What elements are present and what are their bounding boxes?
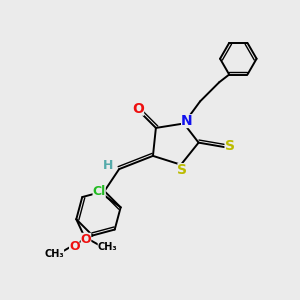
Text: S: S bbox=[224, 140, 235, 154]
Text: O: O bbox=[69, 240, 80, 253]
Text: CH₃: CH₃ bbox=[44, 249, 64, 259]
Text: Cl: Cl bbox=[92, 185, 106, 198]
Text: H: H bbox=[103, 159, 113, 172]
Text: O: O bbox=[132, 102, 144, 116]
Text: O: O bbox=[81, 233, 91, 246]
Text: N: N bbox=[181, 114, 193, 128]
Text: CH₃: CH₃ bbox=[98, 242, 117, 252]
Text: S: S bbox=[177, 163, 188, 177]
